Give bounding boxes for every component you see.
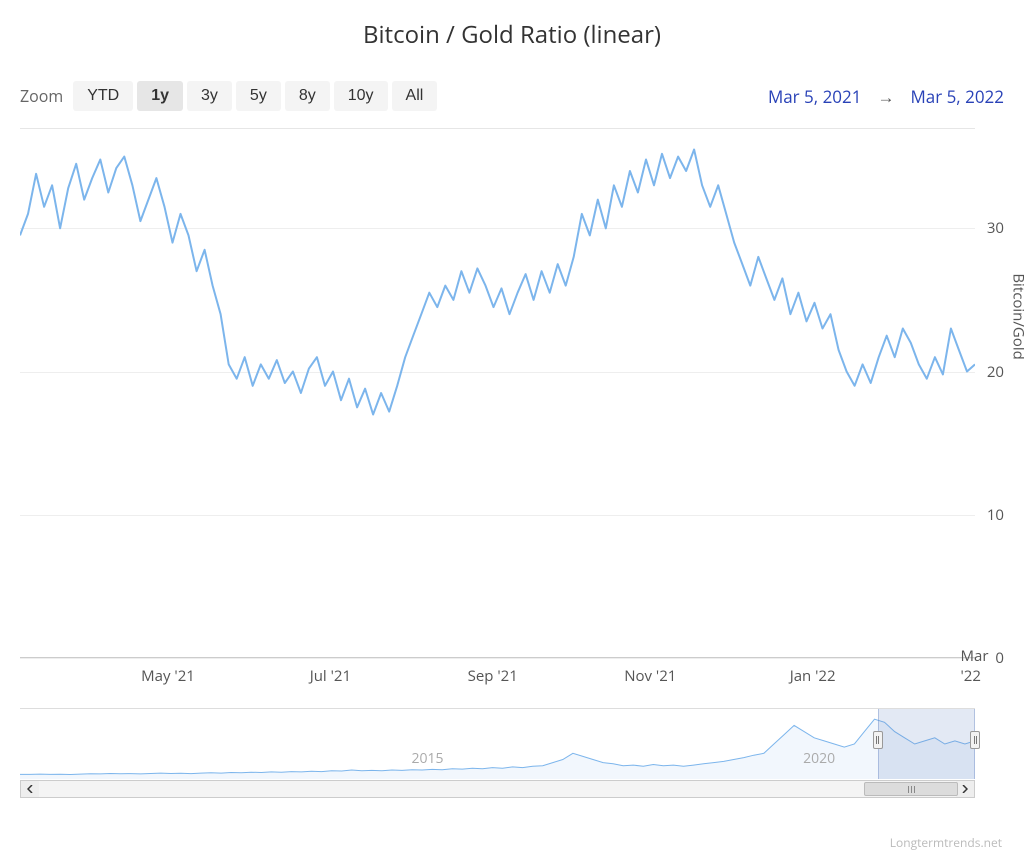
plot-border-bottom <box>20 657 975 658</box>
navigator-handle-left[interactable] <box>873 731 883 749</box>
zoom-btn-5y[interactable]: 5y <box>236 81 281 111</box>
zoom-btn-ytd[interactable]: YTD <box>73 81 133 111</box>
x-tick-label: Sep '21 <box>468 666 518 686</box>
scroll-right-button[interactable] <box>956 781 974 797</box>
zoom-btn-8y[interactable]: 8y <box>285 81 330 111</box>
controls-row: Zoom YTD 1y 3y 5y 8y 10y All Mar 5, 2021… <box>0 81 1024 111</box>
grid-line <box>20 658 975 659</box>
x-tick-label: Mar '22 <box>961 646 990 686</box>
date-range: Mar 5, 2021 → Mar 5, 2022 <box>768 85 1004 108</box>
x-tick-label: Jul '21 <box>310 666 351 686</box>
date-from[interactable]: Mar 5, 2021 <box>768 85 862 108</box>
y-tick-label: 10 <box>987 505 1004 525</box>
zoom-btn-1y[interactable]: 1y <box>137 81 183 111</box>
x-tick-label: Jan '22 <box>790 666 836 686</box>
navigator-chart[interactable]: 2015 2020 <box>20 709 975 779</box>
date-arrow-icon: → <box>877 85 894 108</box>
chart-title: Bitcoin / Gold Ratio (linear) <box>0 0 1024 51</box>
navigator-line <box>20 709 975 779</box>
scroll-track[interactable] <box>39 781 956 797</box>
x-tick-label: May '21 <box>141 666 195 686</box>
watermark: Longtermtrends.net <box>890 834 1002 851</box>
date-to[interactable]: Mar 5, 2022 <box>910 85 1004 108</box>
navigator-handle-right[interactable] <box>970 731 980 749</box>
scroll-left-button[interactable] <box>21 781 39 797</box>
chevron-left-icon <box>27 785 33 793</box>
zoom-btn-10y[interactable]: 10y <box>334 81 388 111</box>
zoom-btn-all[interactable]: All <box>392 81 438 111</box>
y-tick-label: 20 <box>987 362 1004 382</box>
zoom-label: Zoom <box>20 85 63 107</box>
x-tick-label: Nov '21 <box>624 666 676 686</box>
y-tick-label: 0 <box>995 648 1004 668</box>
main-series-line <box>20 150 975 415</box>
navigator: 2015 2020 <box>20 708 975 798</box>
navigator-tick-label: 2020 <box>803 749 835 768</box>
scroll-thumb[interactable] <box>864 782 958 796</box>
navigator-tick-label: 2015 <box>412 749 444 768</box>
main-plot-area[interactable]: 0102030 Bitcoin/Gold May '21Jul '21Sep '… <box>20 128 1004 658</box>
zoom-btn-3y[interactable]: 3y <box>187 81 232 111</box>
y-axis-title: Bitcoin/Gold <box>1008 273 1024 359</box>
navigator-scrollbar <box>20 780 975 798</box>
chevron-right-icon <box>962 785 968 793</box>
y-tick-label: 30 <box>987 218 1004 238</box>
zoom-controls: Zoom YTD 1y 3y 5y 8y 10y All <box>20 81 437 111</box>
navigator-selection-mask[interactable] <box>878 709 975 779</box>
main-line-chart <box>20 128 975 658</box>
